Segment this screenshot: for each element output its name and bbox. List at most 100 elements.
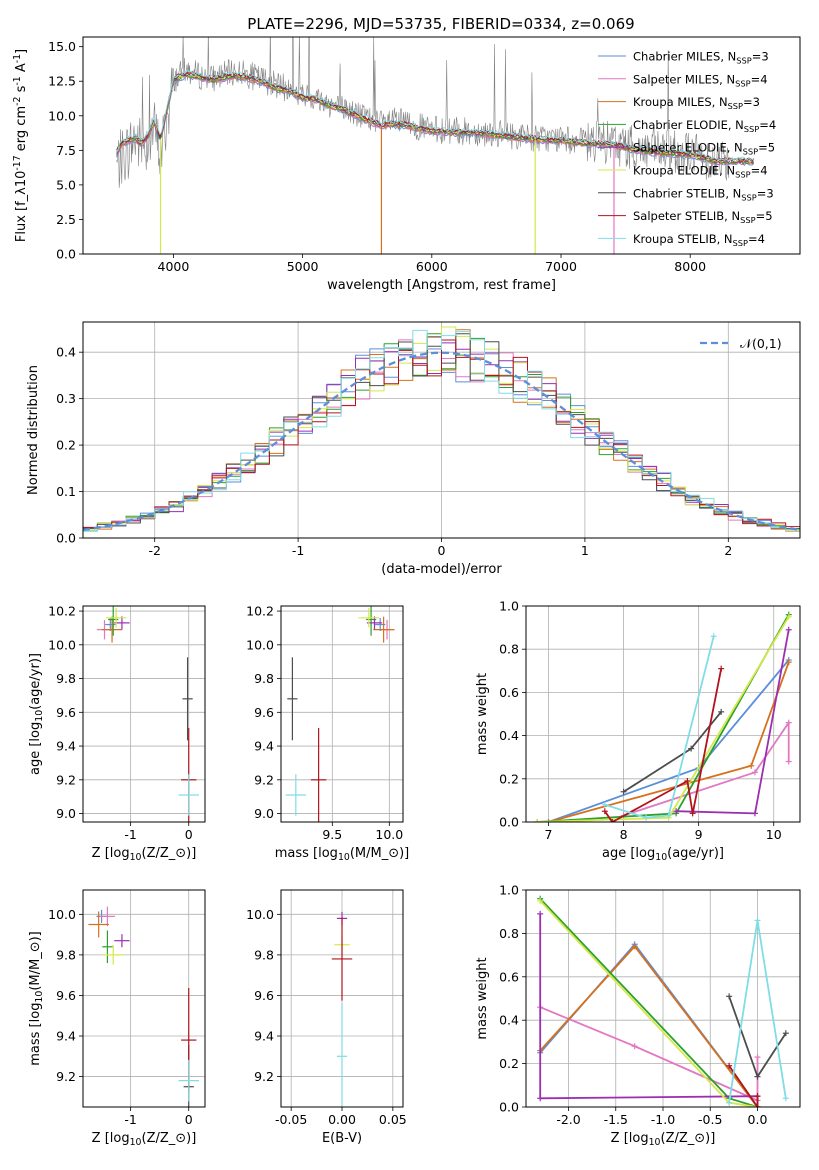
weight-line bbox=[623, 711, 722, 793]
axes-mass-vs-ebv: -0.05 0.00 0.05 9.2 9.4 9.6 9.8 10.0 E(B-V) bbox=[246, 889, 407, 1146]
y-axis-label: mass [log10​(M/M_⊙)] bbox=[28, 931, 45, 1066]
x-tick-label: -1.0 bbox=[651, 1112, 675, 1127]
axes-mass-vs-Z: -1 0 9.2 9.4 9.6 9.8 10.0 Z [log10​(Z/Z_⊙)] mass… bbox=[28, 889, 206, 1148]
legend-entry: 𝒩(0,1) bbox=[740, 336, 782, 351]
axes-border bbox=[82, 605, 206, 823]
y-tick-label: 2.5 bbox=[56, 212, 76, 227]
model-spectrum bbox=[116, 69, 755, 161]
x-tick-label: -0.5 bbox=[698, 1112, 722, 1127]
x-axis-label: Z [log10​(Z/Z_⊙)] bbox=[611, 1131, 716, 1148]
weight-line bbox=[539, 913, 759, 1107]
y-tick-label: 10.0 bbox=[48, 907, 76, 922]
y-tick-label: 15.0 bbox=[48, 39, 76, 54]
y-tick-label: 0.8 bbox=[499, 926, 519, 941]
axes-frame: 4000 5000 6000 7000 8000 0.0 2.5 5.0 7.5 10.0 12.5… bbox=[12, 36, 801, 293]
x-tick-label: 0.00 bbox=[328, 1112, 356, 1127]
axes-frame: 9.5 10.0 9.0 9.2 9.4 9.6 9.8 10.0 10.2 mass [log1… bbox=[246, 604, 409, 863]
legend-entry: Chabrier ELODIE, NSSP​=4 bbox=[633, 118, 776, 134]
weight-line bbox=[539, 1006, 759, 1102]
y-tick-label: 0.6 bbox=[499, 685, 519, 700]
x-tick-label: 10 bbox=[766, 827, 782, 842]
plot-area bbox=[285, 606, 395, 822]
y-tick-label: 12.5 bbox=[48, 74, 76, 89]
x-tick-label: 4000 bbox=[158, 259, 190, 274]
axes-border bbox=[82, 889, 206, 1108]
x-axis-label: (data-model)/error bbox=[381, 562, 502, 577]
y-tick-label: 9.6 bbox=[56, 705, 76, 720]
y-axis-label: Normed distribution bbox=[26, 365, 41, 495]
y-tick-label: 9.2 bbox=[56, 772, 76, 787]
x-tick-label: 8 bbox=[620, 827, 628, 842]
weight-line bbox=[539, 945, 759, 1107]
y-tick-label: 0.0 bbox=[499, 1100, 519, 1115]
legend: Chabrier MILES, NSSP​=3 Salpeter MILES, N… bbox=[598, 50, 776, 248]
legend-entry: Salpeter MILES, NSSP​=4 bbox=[633, 72, 768, 88]
y-tick-label: 9.0 bbox=[56, 806, 76, 821]
y-tick-label: 0.8 bbox=[499, 642, 519, 657]
y-tick-label: 9.6 bbox=[254, 988, 274, 1003]
y-tick-label: 9.4 bbox=[56, 739, 76, 754]
axes-spectrum: 4000 5000 6000 7000 8000 0.0 2.5 5.0 7.5 10.0 12.5… bbox=[12, 36, 801, 293]
x-tick-label: -1 bbox=[124, 1112, 136, 1127]
plot-area bbox=[96, 606, 199, 822]
plot-area bbox=[331, 911, 353, 1107]
legend-entry: Kroupa STELIB, NSSP​=4 bbox=[633, 232, 765, 248]
y-axis-label: mass weight bbox=[475, 957, 490, 1039]
y-tick-label: 0.4 bbox=[499, 1013, 519, 1028]
axes-age-vs-mass: 9.5 10.0 9.0 9.2 9.4 9.6 9.8 10.0 10.2 mass [log1… bbox=[246, 604, 409, 863]
y-tick-label: 9.6 bbox=[56, 988, 76, 1003]
y-tick-label: 0.6 bbox=[499, 969, 519, 984]
x-axis-label: E(B-V) bbox=[322, 1131, 362, 1146]
y-tick-label: 0.2 bbox=[499, 1056, 519, 1071]
y-tick-label: 1.0 bbox=[499, 599, 519, 614]
residual-histogram bbox=[83, 339, 800, 528]
plot-area bbox=[534, 611, 792, 822]
y-tick-label: 10.2 bbox=[48, 604, 76, 619]
weight-line bbox=[604, 668, 723, 822]
axes-border bbox=[525, 605, 801, 823]
x-tick-label: -2 bbox=[148, 543, 160, 558]
axes-frame: -0.05 0.00 0.05 9.2 9.4 9.6 9.8 10.0 E(B-V) bbox=[246, 889, 407, 1146]
x-tick-label: 0 bbox=[185, 827, 193, 842]
x-axis-label: wavelength [Angstrom, rest frame] bbox=[327, 278, 556, 293]
x-tick-label: 1 bbox=[581, 543, 589, 558]
x-tick-label: 9 bbox=[695, 827, 703, 842]
x-tick-label: 0.0 bbox=[748, 1112, 768, 1127]
x-tick-label: 0 bbox=[438, 543, 446, 558]
x-tick-label: -2.0 bbox=[556, 1112, 580, 1127]
x-tick-label: 9.5 bbox=[322, 827, 342, 842]
axes-border bbox=[280, 605, 404, 823]
weight-line bbox=[548, 659, 790, 822]
y-tick-label: 9.4 bbox=[254, 739, 274, 754]
y-tick-label: 9.2 bbox=[254, 772, 274, 787]
plot-area bbox=[88, 906, 199, 1107]
x-axis-label: Z [log10​(Z/Z_⊙)] bbox=[92, 1131, 197, 1148]
x-tick-label: 0 bbox=[185, 1112, 193, 1127]
x-tick-label: 5000 bbox=[287, 259, 319, 274]
axes-border bbox=[82, 36, 801, 255]
y-tick-label: 0.0 bbox=[56, 247, 76, 262]
x-tick-label: 8000 bbox=[674, 259, 706, 274]
x-tick-label: -1 bbox=[124, 827, 136, 842]
axes-residuals: -2 -1 0 1 2 0.0 0.1 0.2 0.3 0.4 (data-model)/error… bbox=[26, 321, 801, 577]
weight-line bbox=[539, 943, 759, 1107]
y-tick-label: 9.0 bbox=[254, 806, 274, 821]
x-tick-label: -0.05 bbox=[275, 1112, 307, 1127]
axes-weight-vs-age: 7 8 9 10 0.0 0.2 0.4 0.6 0.8 1.0 age [log10​(age/y… bbox=[475, 599, 801, 863]
x-tick-label: -1.5 bbox=[604, 1112, 628, 1127]
x-tick-label: 7000 bbox=[545, 259, 577, 274]
y-tick-label: 5.0 bbox=[56, 177, 76, 192]
x-tick-label: 0.05 bbox=[379, 1112, 407, 1127]
y-tick-label: 0.1 bbox=[56, 484, 76, 499]
legend-entry: Kroupa ELODIE, NSSP​=4 bbox=[633, 164, 768, 180]
weight-line bbox=[537, 616, 790, 822]
model-spectrum bbox=[116, 71, 755, 163]
weight-line bbox=[728, 1065, 759, 1107]
y-tick-label: 9.8 bbox=[254, 671, 274, 686]
weight-line bbox=[539, 898, 758, 1107]
y-tick-label: 1.0 bbox=[499, 883, 519, 898]
plot-area bbox=[537, 895, 789, 1107]
x-axis-label: mass [log10​(M/M_⊙)] bbox=[275, 846, 410, 863]
legend-entry: Chabrier STELIB, NSSP​=3 bbox=[633, 186, 774, 202]
